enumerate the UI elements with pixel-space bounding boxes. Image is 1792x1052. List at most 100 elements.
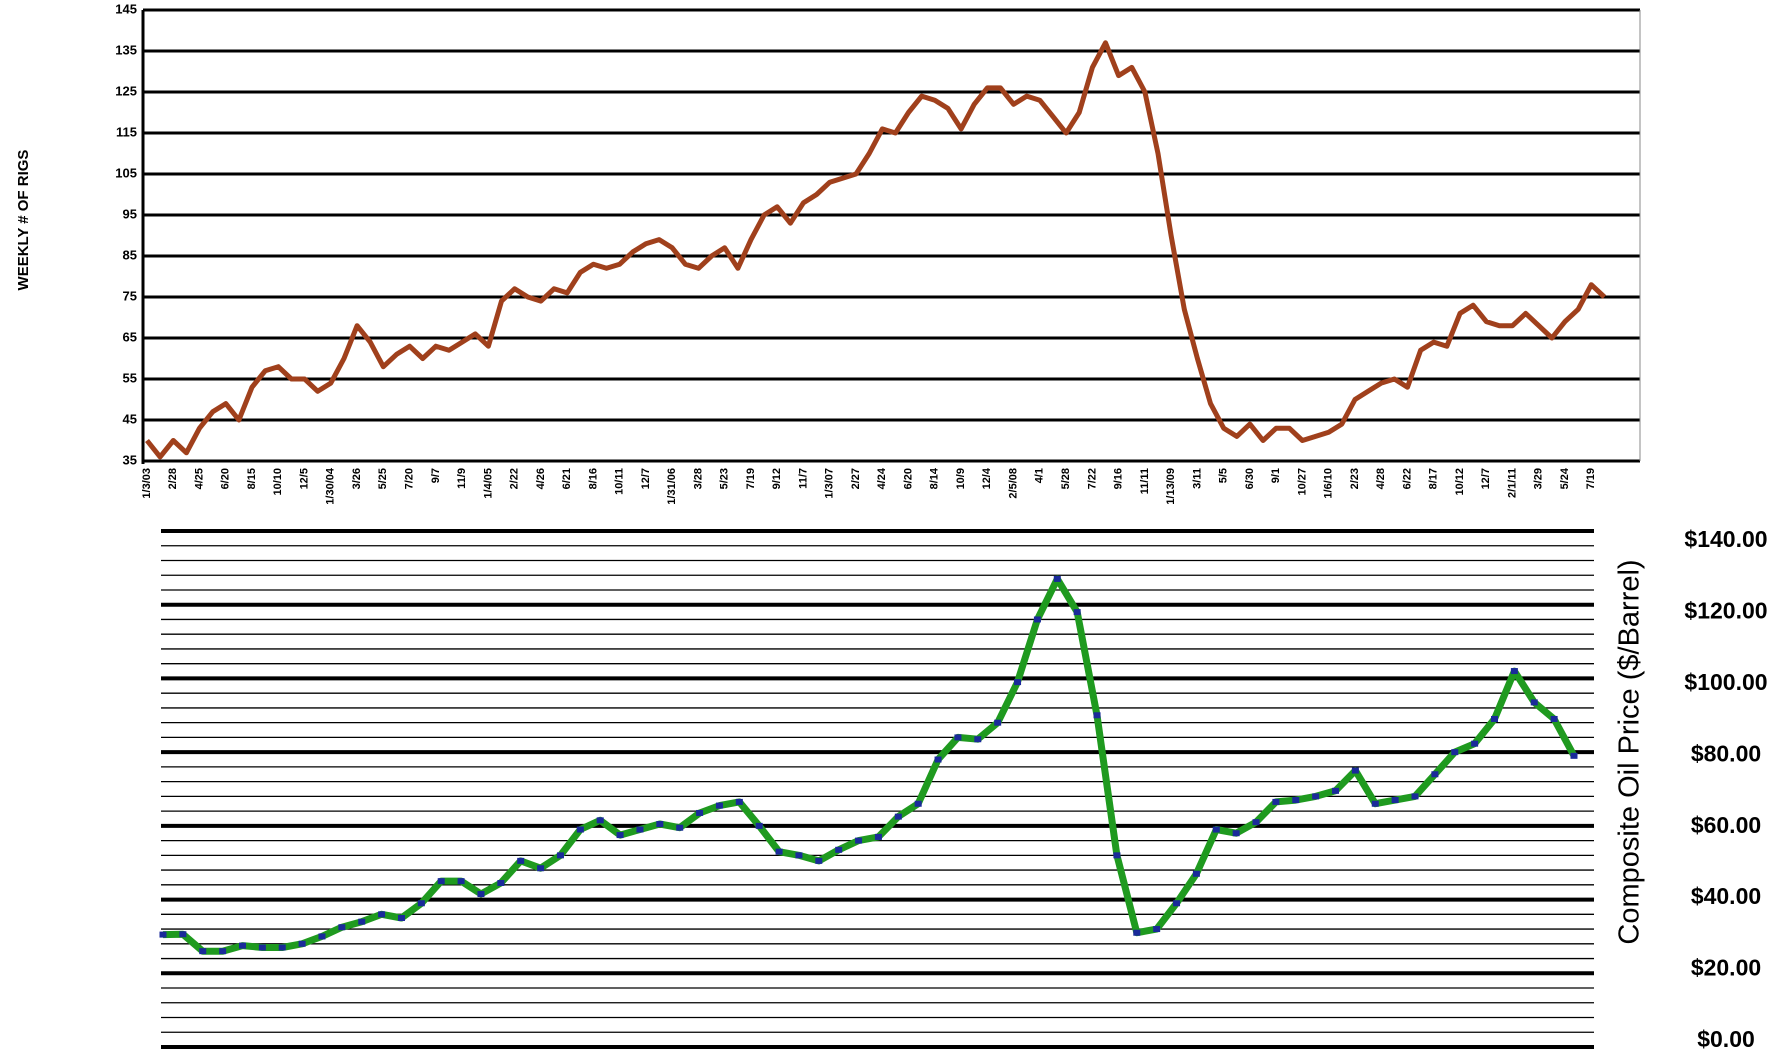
y-tick-label: 75 — [123, 288, 137, 303]
oil-price-marker — [278, 944, 286, 951]
oil-price-marker — [1053, 575, 1061, 582]
y-tick-label: 85 — [123, 247, 137, 262]
oil-price-marker — [1272, 798, 1280, 805]
oil-price-marker — [1510, 668, 1518, 675]
oil-price-marker — [298, 940, 306, 947]
oil-price-marker — [199, 948, 207, 955]
x-tick-label: 5/24 — [1559, 467, 1571, 489]
x-tick-label: 1/13/09 — [1165, 468, 1177, 505]
y-tick-label: 135 — [115, 42, 137, 57]
y-tick-label: $60.00 — [1691, 812, 1761, 838]
oil-price-marker — [1371, 800, 1379, 807]
y-tick-label: 95 — [123, 206, 137, 221]
oil-price-marker — [1451, 749, 1459, 756]
y-tick-label: 35 — [123, 452, 137, 467]
y-tick-label: 115 — [116, 124, 137, 139]
oil-price-marker — [874, 833, 882, 840]
x-tick-label: 11/9 — [456, 468, 468, 489]
x-tick-label: 1/31/06 — [666, 468, 678, 505]
y-axis-title: Composite Oil Price ($/Barrel) — [1614, 559, 1646, 944]
x-tick-label: 7/19 — [1585, 468, 1597, 489]
y-tick-label: $80.00 — [1691, 740, 1761, 766]
x-tick-label: 2/23 — [1349, 468, 1361, 489]
x-tick-label: 3/11 — [1191, 468, 1203, 489]
oil-price-marker — [1411, 793, 1419, 800]
oil-price-marker — [556, 852, 564, 859]
oil-price-marker — [636, 826, 644, 833]
oil-price-marker — [497, 879, 505, 886]
oil-price-marker — [1173, 900, 1181, 907]
oil-price-marker — [1570, 752, 1578, 759]
x-tick-label: 1/3/07 — [824, 468, 836, 499]
oil-price-marker — [159, 931, 167, 938]
oil-price-marker — [676, 824, 684, 831]
x-tick-label: 12/4 — [981, 467, 993, 489]
y-tick-label: $100.00 — [1684, 669, 1767, 695]
oil-price-marker — [1351, 767, 1359, 774]
oil-price-marker — [1093, 712, 1101, 719]
oil-price-marker — [914, 800, 922, 807]
x-tick-label: 4/1 — [1034, 468, 1046, 483]
oil-price-marker — [715, 802, 723, 809]
x-tick-label: 4/25 — [193, 468, 205, 489]
oil-price-marker — [238, 942, 246, 949]
oil-price-marker — [1530, 699, 1538, 706]
y-tick-label: 145 — [115, 1, 137, 16]
oil-price-marker — [1073, 609, 1081, 616]
oil-price-marker — [417, 900, 425, 907]
x-tick-label: 3/28 — [692, 468, 704, 489]
x-tick-label: 2/28 — [167, 468, 179, 489]
oil-price-marker — [795, 852, 803, 859]
y-tick-label: 65 — [123, 329, 137, 344]
oil-price-marker — [1212, 826, 1220, 833]
y-tick-label: $120.00 — [1684, 598, 1767, 624]
x-tick-label: 6/22 — [1401, 468, 1413, 489]
x-tick-label: 6/20 — [220, 468, 232, 489]
oil-price-marker — [397, 915, 405, 921]
x-tick-label: 9/7 — [430, 468, 442, 483]
oil-price-marker — [338, 924, 346, 931]
x-tick-label: 10/10 — [272, 468, 284, 496]
y-axis-title: WEEKLY # OF RIGS — [15, 150, 32, 291]
x-tick-label: 12/7 — [640, 468, 652, 489]
x-tick-label: 1/6/10 — [1323, 468, 1335, 499]
oil-price-marker — [477, 891, 485, 898]
y-tick-label: $20.00 — [1691, 955, 1761, 981]
oil-price-marker — [894, 813, 902, 820]
x-tick-label: 6/30 — [1244, 468, 1256, 489]
x-tick-label: 2/5/08 — [1007, 468, 1019, 499]
oil-price-marker — [1153, 926, 1161, 933]
oil-price-marker — [954, 734, 962, 741]
oil-price-marker — [1312, 793, 1320, 800]
x-tick-label: 8/16 — [587, 468, 599, 489]
oil-price-marker — [755, 822, 763, 829]
x-tick-label: 9/16 — [1113, 468, 1125, 489]
x-tick-label: 5/23 — [719, 468, 731, 489]
x-tick-label: 10/27 — [1296, 468, 1308, 496]
rig-count-line — [145, 40, 1607, 460]
x-tick-label: 6/21 — [561, 468, 573, 489]
oil-price-marker — [835, 846, 843, 853]
x-tick-label: 12/5 — [298, 468, 310, 489]
oil-price-marker — [1113, 852, 1121, 859]
x-tick-label: 8/17 — [1428, 468, 1440, 489]
oil-price-marker — [616, 832, 624, 839]
oil-price-marker — [656, 821, 664, 828]
oil-price-marker — [378, 911, 386, 918]
x-tick-label: 9/12 — [771, 468, 783, 489]
y-tick-label: $0.00 — [1697, 1026, 1755, 1052]
y-tick-label: 125 — [115, 83, 137, 98]
oil-price-marker — [1550, 715, 1558, 722]
oil-price-marker — [437, 878, 445, 885]
x-tick-label: 5/25 — [377, 468, 389, 489]
oil-price-marker — [696, 809, 704, 816]
oil-price-marker — [258, 944, 266, 951]
y-tick-label: 55 — [123, 370, 137, 385]
x-tick-label: 5/5 — [1218, 468, 1230, 483]
oil-price-marker — [537, 865, 545, 872]
x-tick-label: 7/20 — [404, 468, 416, 489]
y-tick-label: $140.00 — [1684, 526, 1767, 552]
x-tick-label: 6/20 — [902, 468, 914, 489]
y-tick-label: $40.00 — [1691, 883, 1761, 909]
x-tick-label: 10/12 — [1454, 468, 1466, 496]
